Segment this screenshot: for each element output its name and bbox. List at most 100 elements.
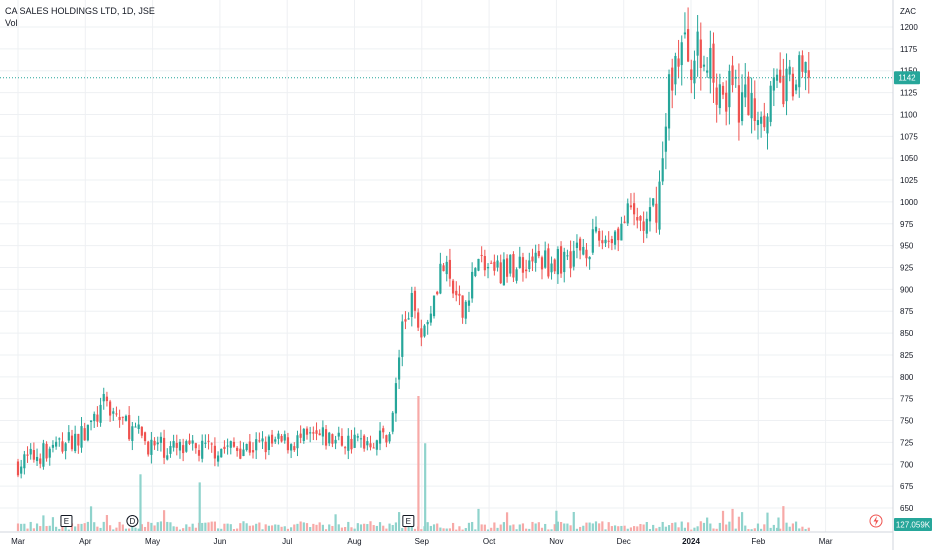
volume-bar [372, 525, 375, 531]
volume-bar [591, 523, 594, 531]
candle-body [763, 115, 766, 128]
x-tick-label: Jun [213, 537, 226, 546]
candle-body [620, 223, 623, 241]
volume-bar [807, 527, 810, 531]
volume-bar [216, 528, 220, 531]
x-tick-label: Dec [617, 537, 631, 546]
candle-body [274, 439, 277, 442]
candle-body [601, 240, 604, 244]
candle-body [337, 432, 340, 437]
volume-bar [353, 528, 356, 531]
x-tick-label: Aug [347, 537, 361, 546]
volume-bar [280, 526, 283, 531]
volume-bar [366, 524, 369, 531]
candle-body [633, 203, 636, 215]
volume-bar [328, 524, 331, 531]
volume-bar [102, 521, 105, 531]
volume-bar [505, 512, 509, 531]
candle-body [499, 262, 502, 284]
candle-body [172, 441, 175, 448]
volume-bar [178, 529, 182, 531]
volume-bar [293, 524, 296, 531]
candle-body [356, 436, 359, 438]
volume-bar [658, 526, 661, 531]
volume-bar [734, 528, 737, 531]
alert-icon[interactable] [869, 514, 883, 528]
volume-bar [794, 521, 798, 531]
volume-bar [20, 523, 23, 531]
candle-body [340, 436, 344, 446]
candle-body [39, 458, 42, 464]
volume-bar [442, 528, 445, 531]
volume-bar [486, 529, 490, 531]
candle-body [693, 60, 696, 84]
volume-bar [388, 523, 391, 531]
chart-grid [0, 0, 893, 532]
volume-bar [496, 527, 499, 531]
volume-bar [782, 506, 785, 531]
time-axis[interactable]: Mar Apr May Jun Jul Aug Sep Oct Nov Dec 2024 Feb Mar [11, 537, 833, 546]
candle-body [493, 261, 496, 271]
candle-body [334, 439, 337, 444]
candle-body [293, 446, 296, 451]
volume-bar [645, 522, 648, 531]
candle-body [559, 246, 563, 274]
price-badge: 1142 [894, 71, 920, 85]
volume-bar [455, 529, 458, 531]
candle-body [86, 424, 89, 441]
candle-body [801, 55, 804, 72]
candlesticks [16, 7, 810, 479]
candle-body [315, 430, 318, 434]
candle-body [671, 67, 674, 91]
candle-body [363, 435, 366, 449]
volume-bar [575, 528, 579, 531]
candle-body [591, 229, 594, 253]
candle-body [785, 68, 788, 102]
candle-body [89, 420, 93, 423]
candle-body [382, 428, 385, 433]
volume-bar [636, 526, 639, 531]
volume-bar [245, 523, 248, 531]
earnings-marker[interactable]: E [402, 515, 415, 527]
volume-bar [286, 528, 290, 531]
svg-text:D: D [130, 517, 136, 526]
candle-body [607, 240, 610, 242]
volume-bar [229, 524, 232, 531]
candle-body [20, 466, 23, 474]
earnings-marker[interactable]: E [60, 515, 73, 527]
candle-body [467, 300, 471, 306]
candle-body [350, 438, 353, 450]
volume-bar [270, 525, 274, 531]
volume-bar [51, 517, 55, 531]
candle-body [553, 259, 556, 272]
x-tick-label: Feb [751, 537, 765, 546]
candle-body [613, 231, 617, 245]
volume-bar [756, 523, 760, 531]
volume-bar [594, 521, 598, 531]
volume-bar [182, 528, 185, 531]
candle-body [721, 85, 725, 95]
x-tick-label: Mar [819, 537, 833, 546]
y-tick-label: 675 [900, 482, 914, 491]
volume-bar [175, 526, 178, 531]
candle-body [604, 239, 607, 244]
candle-body [147, 441, 150, 455]
candle-body [29, 448, 32, 455]
candle-body [528, 260, 531, 270]
candle-body [143, 432, 147, 442]
candle-body [699, 39, 702, 68]
volume-bar [39, 526, 42, 531]
volume-bar [188, 526, 191, 531]
volume-bar [93, 522, 96, 531]
volume-bar [318, 522, 321, 531]
candle-body [477, 258, 480, 271]
candle-body [804, 61, 807, 73]
price-axis[interactable]: 650 675 700 725 750 775 800 825 850 875 900 925 950 9… [900, 23, 918, 513]
volume-bar [201, 522, 204, 531]
candle-body [766, 116, 769, 134]
dividend-marker[interactable]: D [126, 515, 139, 527]
volume-bar [185, 524, 188, 531]
volume-bar [290, 527, 293, 531]
